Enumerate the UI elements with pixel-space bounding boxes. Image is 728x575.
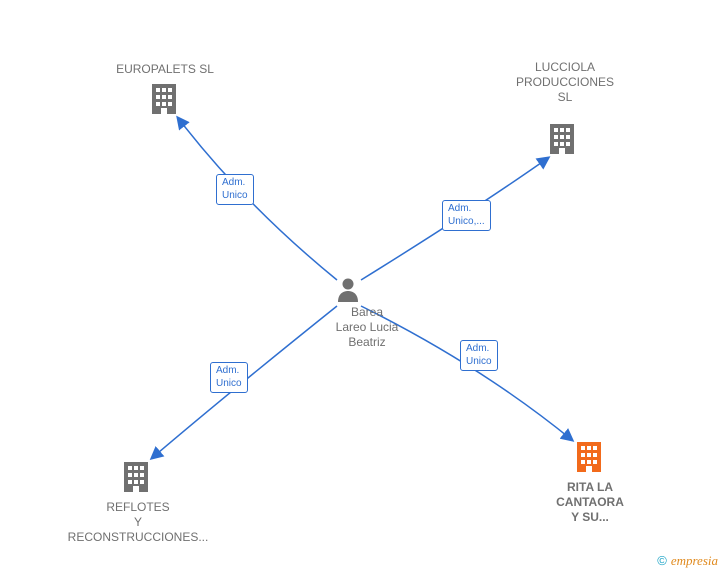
- building-icon: [575, 440, 603, 474]
- company-node-label: LUCCIOLA PRODUCCIONES SL: [500, 60, 630, 105]
- building-icon: [150, 82, 178, 116]
- person-icon: [337, 277, 359, 303]
- center-node-label: Barea Lareo Lucia Beatriz: [327, 305, 407, 350]
- company-node-label: EUROPALETS SL: [100, 62, 230, 77]
- watermark-text: empresia: [671, 553, 718, 568]
- edge-label: Adm. Unico: [216, 174, 254, 205]
- edge-label: Adm. Unico: [460, 340, 498, 371]
- company-node-label: REFLOTES Y RECONSTRUCCIONES...: [58, 500, 218, 545]
- edge-label: Adm. Unico: [210, 362, 248, 393]
- edge-label: Adm. Unico,...: [442, 200, 491, 231]
- building-icon: [548, 122, 576, 156]
- watermark: © empresia: [657, 553, 718, 569]
- building-icon: [122, 460, 150, 494]
- copyright-icon: ©: [657, 553, 667, 568]
- company-node-label: RITA LA CANTAORA Y SU...: [540, 480, 640, 525]
- edge-arrow: [178, 118, 337, 280]
